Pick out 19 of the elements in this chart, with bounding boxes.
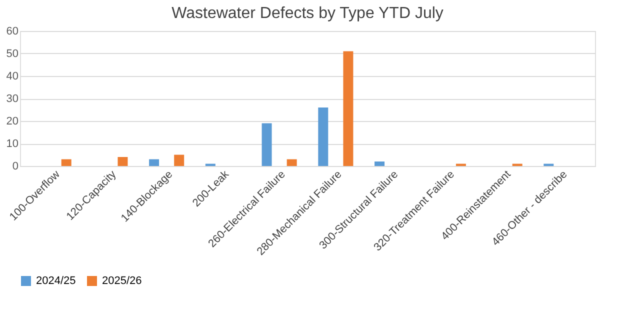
bar	[61, 159, 72, 166]
y-tick-label: 50	[6, 48, 18, 60]
bar	[174, 154, 184, 166]
y-tick-label: 30	[6, 93, 18, 105]
legend-label: 2024/25	[36, 275, 76, 287]
y-tick-label: 10	[6, 138, 18, 150]
y-tick-label: 0	[12, 160, 18, 172]
y-tick-label: 20	[6, 116, 18, 128]
y-tick-label: 60	[6, 26, 18, 38]
bar	[149, 159, 160, 166]
bar	[286, 159, 297, 166]
bar	[374, 162, 385, 166]
bar	[118, 157, 128, 166]
bar	[318, 108, 328, 166]
bar	[343, 51, 354, 166]
y-tick-label: 40	[6, 70, 18, 82]
legend-label: 2025/26	[102, 275, 142, 287]
bar	[262, 123, 272, 166]
chart-title: Wastewater Defects by Type YTD July	[172, 5, 444, 22]
